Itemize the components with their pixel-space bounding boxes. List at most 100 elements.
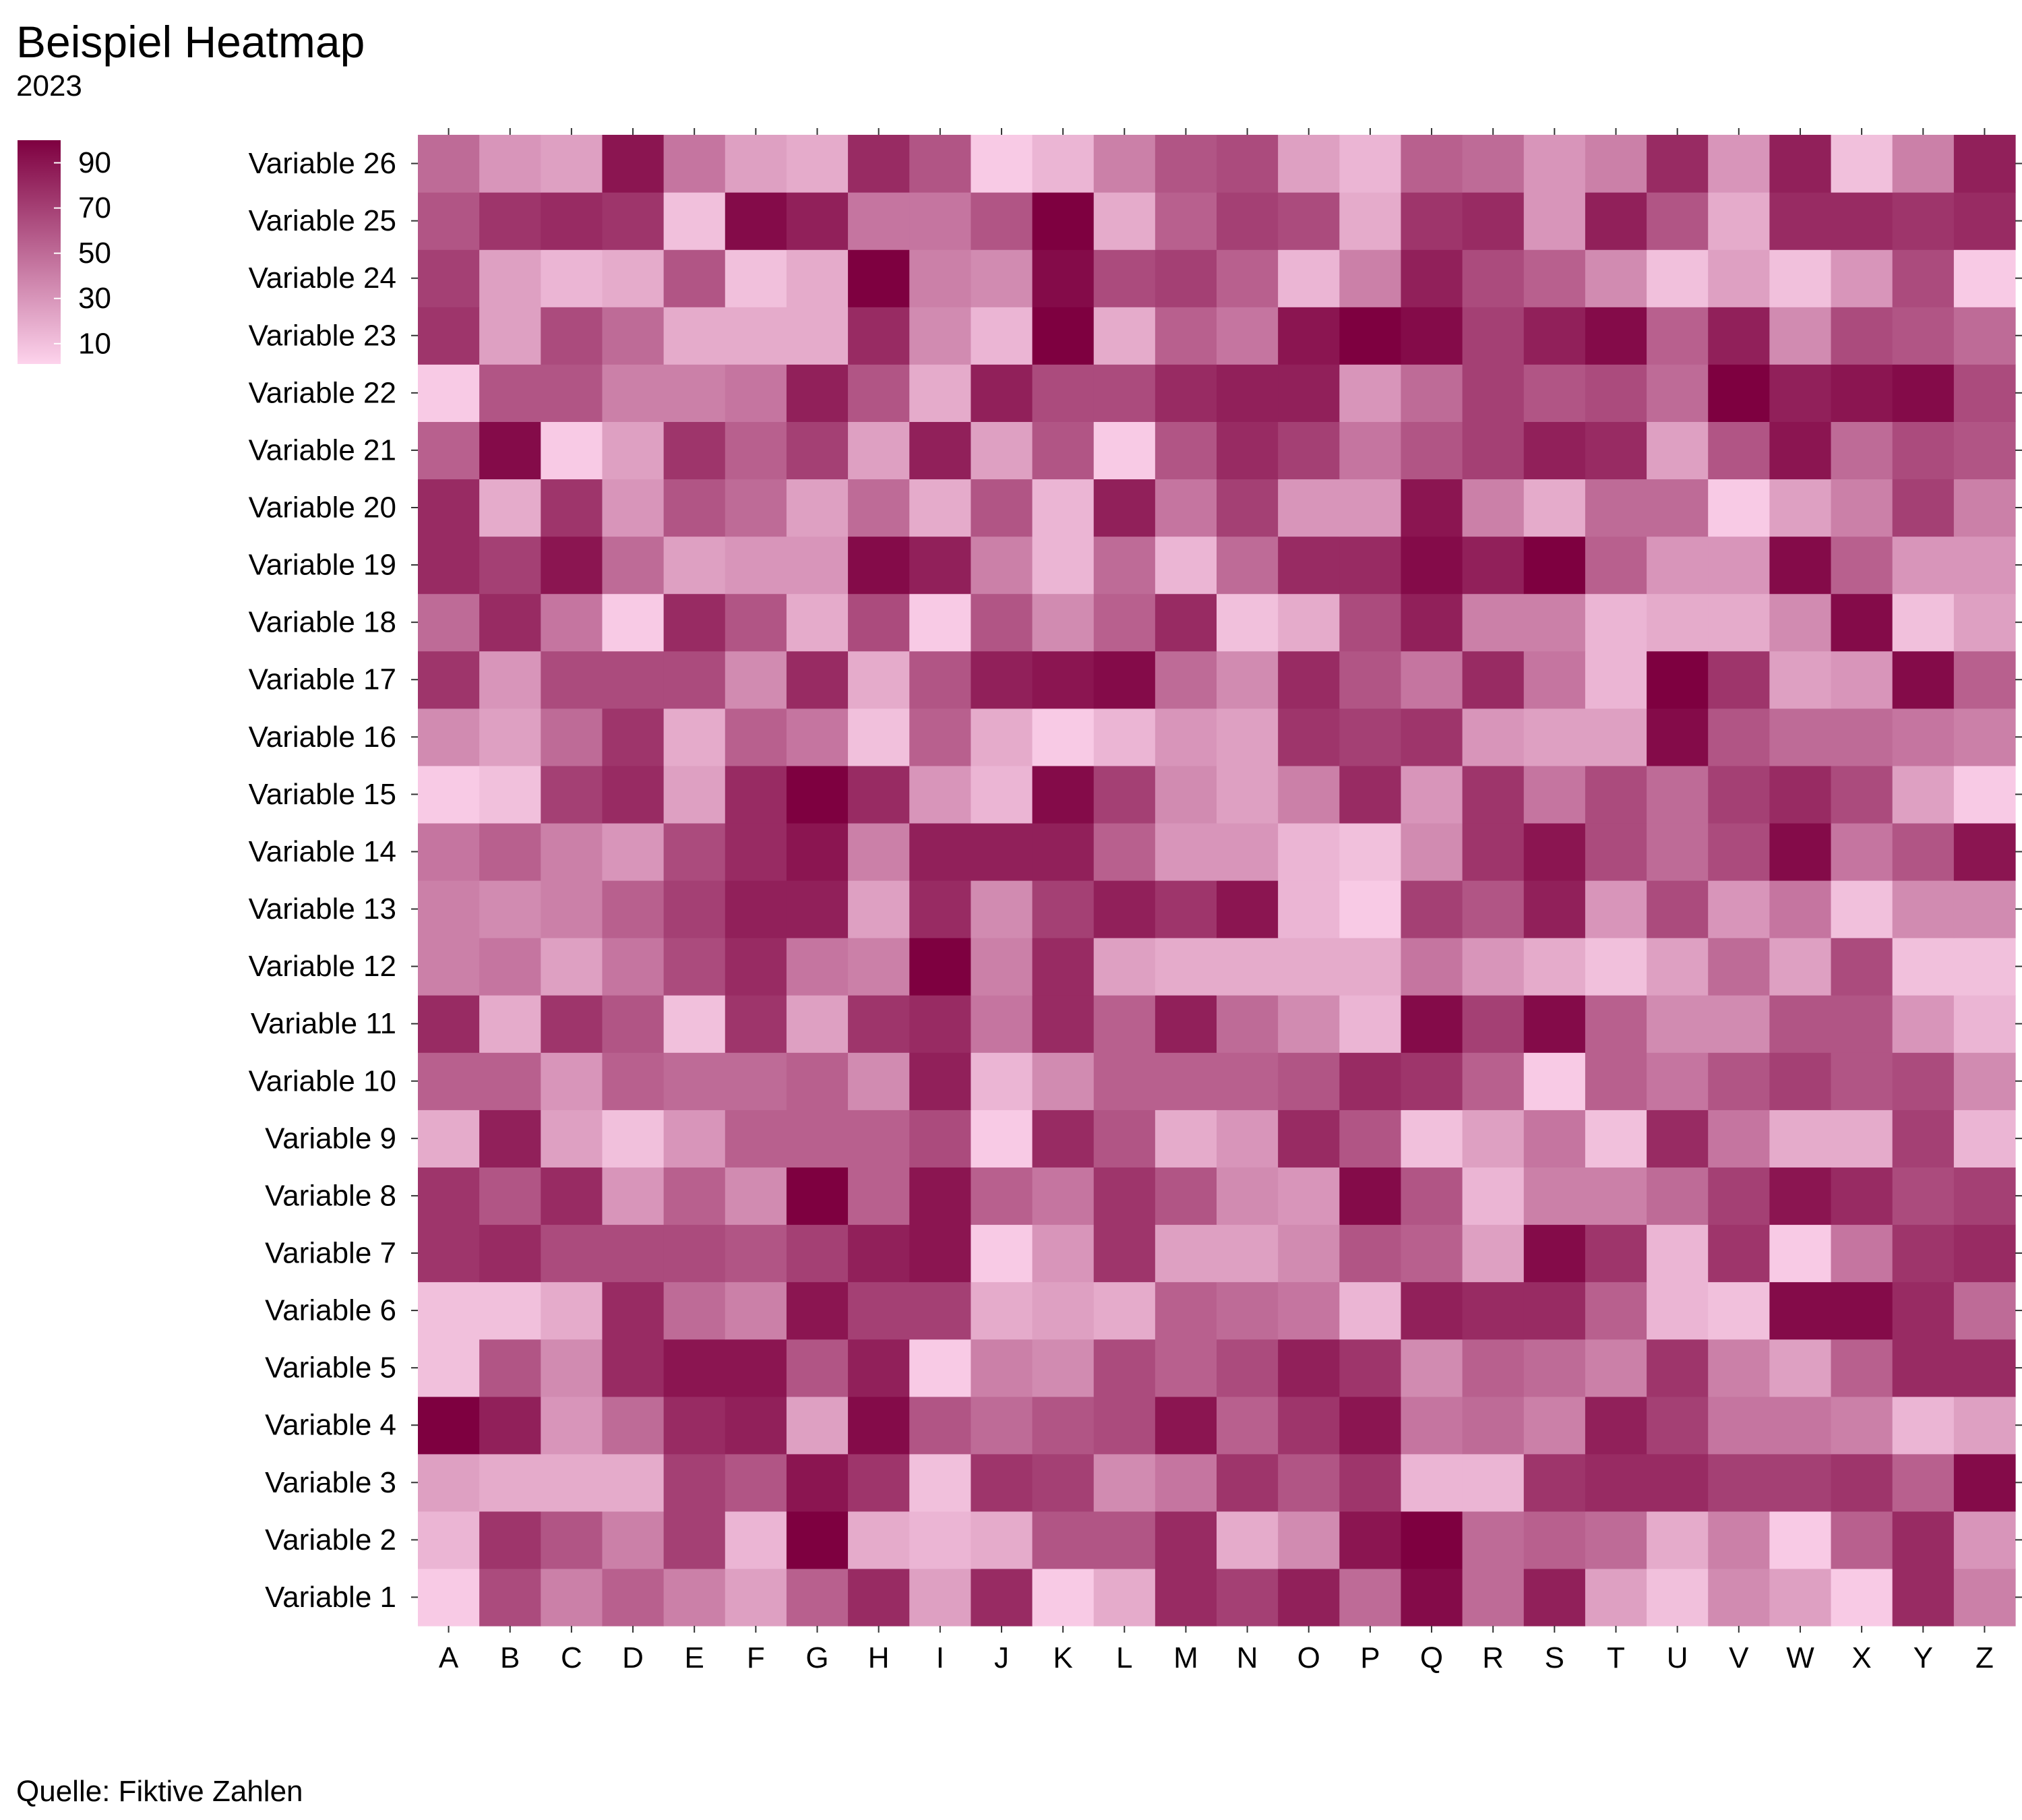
heatmap-cell-variable-25-x [1831, 192, 1893, 250]
heatmap-cell-variable-26-w [1769, 135, 1832, 193]
heatmap-cell-variable-14-z [1953, 822, 2016, 881]
heatmap-cell-variable-19-j [971, 536, 1033, 595]
heatmap-cell-variable-2-i [909, 1511, 971, 1569]
heatmap-cell-variable-15-e [663, 765, 726, 824]
heatmap-cell-variable-19-t [1585, 536, 1647, 595]
heatmap-cell-variable-1-b [479, 1568, 541, 1627]
heatmap-cell-variable-20-i [909, 479, 971, 537]
heatmap-cell-variable-4-t [1585, 1396, 1647, 1455]
heatmap-cell-variable-18-f [725, 593, 787, 652]
heatmap-cell-variable-10-w [1769, 1052, 1832, 1110]
heatmap-cell-variable-10-o [1278, 1052, 1340, 1110]
heatmap-cell-variable-4-d [602, 1396, 665, 1455]
heatmap-cell-variable-3-k [1032, 1453, 1095, 1512]
heatmap-cell-variable-8-u [1647, 1167, 1709, 1225]
heatmap-cell-variable-2-s [1523, 1511, 1586, 1569]
heatmap-cell-variable-17-f [725, 650, 787, 709]
heatmap-cell-variable-24-u [1647, 249, 1709, 307]
heatmap-cell-variable-19-s [1523, 536, 1586, 595]
heatmap-cell-variable-21-e [663, 421, 726, 480]
heatmap-cell-variable-7-r [1462, 1224, 1525, 1283]
heatmap-cell-variable-13-m [1155, 880, 1217, 938]
heatmap-cell-variable-11-k [1032, 995, 1095, 1053]
y-tick-label-variable-1: Variable 1 [265, 1581, 396, 1614]
heatmap-cell-variable-20-r [1462, 479, 1525, 537]
heatmap-cell-variable-7-f [725, 1224, 787, 1283]
heatmap-cell-variable-7-t [1585, 1224, 1647, 1283]
heatmap-cell-variable-16-w [1769, 708, 1832, 766]
heatmap-cell-variable-17-a [418, 650, 480, 709]
heatmap-cell-variable-3-l [1093, 1453, 1156, 1512]
heatmap-cell-variable-26-y [1892, 135, 1955, 193]
heatmap-cell-variable-11-a [418, 995, 480, 1053]
heatmap-cell-variable-14-s [1523, 822, 1586, 881]
heatmap-cell-variable-2-q [1401, 1511, 1463, 1569]
heatmap-cell-variable-18-i [909, 593, 971, 652]
heatmap-cell-variable-3-d [602, 1453, 665, 1512]
heatmap-cell-variable-9-k [1032, 1110, 1095, 1167]
heatmap-cell-variable-24-x [1831, 249, 1893, 307]
heatmap-cell-variable-8-a [418, 1167, 480, 1225]
heatmap-cell-variable-24-i [909, 249, 971, 307]
heatmap-cell-variable-12-m [1155, 938, 1217, 996]
heatmap-cell-variable-23-f [725, 307, 787, 365]
heatmap-cell-variable-24-p [1339, 249, 1402, 307]
heatmap-cell-variable-6-u [1647, 1281, 1709, 1340]
heatmap-cell-variable-3-s [1523, 1453, 1586, 1512]
heatmap-cell-variable-14-c [541, 822, 603, 881]
heatmap-cell-variable-4-s [1523, 1396, 1586, 1455]
heatmap-cell-variable-22-i [909, 364, 971, 422]
heatmap-cell-variable-26-f [725, 135, 787, 193]
heatmap-cell-variable-8-e [663, 1167, 726, 1225]
heatmap-cell-variable-25-h [848, 192, 910, 250]
heatmap-cell-variable-1-z [1953, 1568, 2016, 1627]
heatmap-cell-variable-18-m [1155, 593, 1217, 652]
heatmap-cell-variable-17-b [479, 650, 541, 709]
y-tick-label-variable-4: Variable 4 [265, 1409, 396, 1442]
heatmap-cell-variable-10-y [1892, 1052, 1955, 1110]
heatmap-cell-variable-23-e [663, 307, 726, 365]
heatmap-cell-variable-18-x [1831, 593, 1893, 652]
heatmap-cell-variable-9-n [1217, 1110, 1279, 1167]
heatmap-cell-variable-1-d [602, 1568, 665, 1627]
heatmap-cell-variable-16-p [1339, 708, 1402, 766]
heatmap-cell-variable-24-l [1093, 249, 1156, 307]
heatmap-cell-variable-8-q [1401, 1167, 1463, 1225]
heatmap-cell-variable-19-g [786, 536, 849, 595]
heatmap-cell-variable-7-x [1831, 1224, 1893, 1283]
heatmap-cell-variable-23-r [1462, 307, 1525, 365]
heatmap-cell-variable-18-s [1523, 593, 1586, 652]
y-tick-label-variable-25: Variable 25 [249, 204, 396, 237]
heatmap-cell-variable-4-z [1953, 1396, 2016, 1455]
heatmap-cell-variable-22-t [1585, 364, 1647, 422]
heatmap-cell-variable-13-s [1523, 880, 1586, 938]
heatmap-cell-variable-10-l [1093, 1052, 1156, 1110]
y-tick-label-variable-10: Variable 10 [249, 1064, 396, 1097]
heatmap-cell-variable-7-w [1769, 1224, 1832, 1283]
heatmap-cell-variable-13-j [971, 880, 1033, 938]
heatmap-cell-variable-9-j [971, 1110, 1033, 1167]
heatmap-cell-variable-15-y [1892, 765, 1955, 824]
heatmap-cell-variable-22-w [1769, 364, 1832, 422]
heatmap-cell-variable-6-s [1523, 1281, 1586, 1340]
heatmap-cell-variable-15-r [1462, 765, 1525, 824]
heatmap-cell-variable-16-n [1217, 708, 1279, 766]
y-tick-label-variable-7: Variable 7 [265, 1237, 396, 1270]
x-tick-label-t: T [1607, 1641, 1625, 1674]
heatmap-cell-variable-1-q [1401, 1568, 1463, 1627]
heatmap-cell-variable-16-v [1708, 708, 1770, 766]
heatmap-cell-variable-17-s [1523, 650, 1586, 709]
heatmap-cell-variable-8-m [1155, 1167, 1217, 1225]
heatmap-cell-variable-9-m [1155, 1110, 1217, 1167]
heatmap-cell-variable-12-x [1831, 938, 1893, 996]
heatmap-cell-variable-19-y [1892, 536, 1955, 595]
heatmap-cell-variable-11-n [1217, 995, 1279, 1053]
heatmap-cell-variable-13-w [1769, 880, 1832, 938]
heatmap-cell-variable-11-v [1708, 995, 1770, 1053]
heatmap-cell-variable-1-x [1831, 1568, 1893, 1627]
heatmap-cell-variable-18-q [1401, 593, 1463, 652]
heatmap-cell-variable-10-m [1155, 1052, 1217, 1110]
heatmap-cell-variable-17-y [1892, 650, 1955, 709]
heatmap-cell-variable-1-j [971, 1568, 1033, 1627]
heatmap-cell-variable-7-b [479, 1224, 541, 1283]
